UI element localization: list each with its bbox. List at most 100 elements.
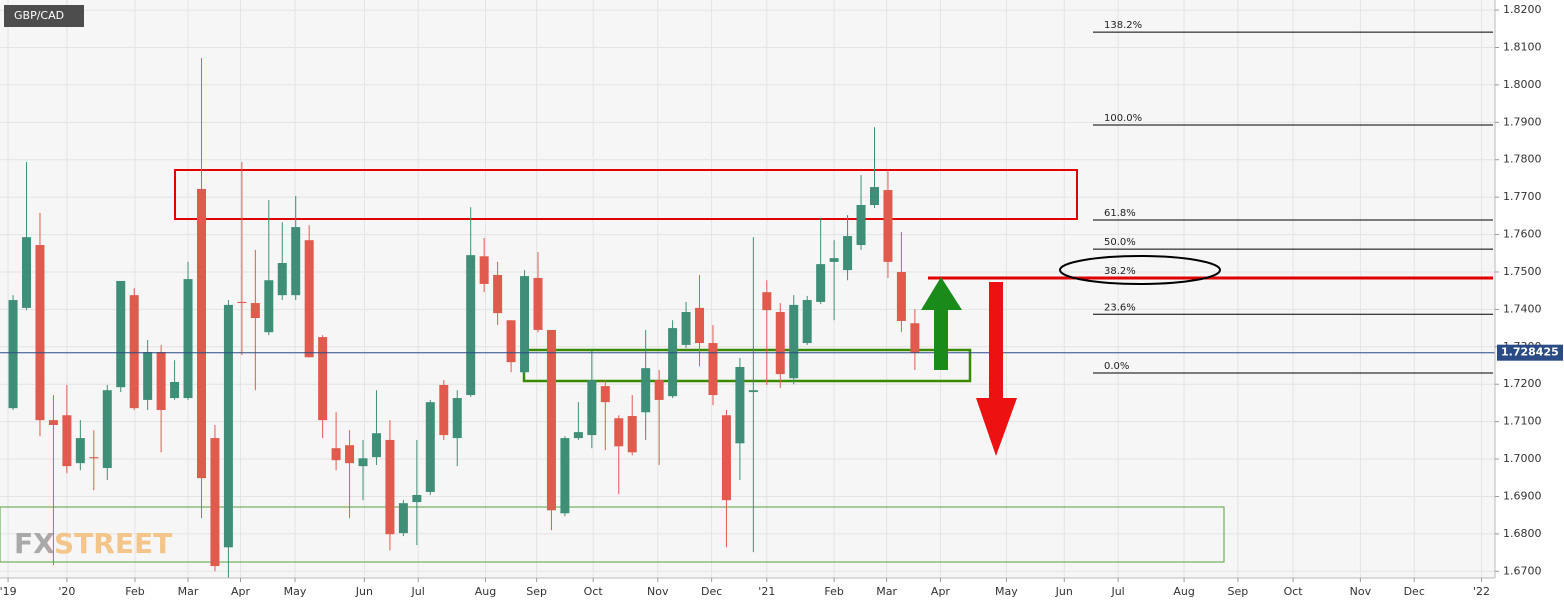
- candle-body: [398, 503, 408, 534]
- candle-body: [210, 438, 220, 567]
- candle-body: [412, 494, 422, 503]
- candle-body: [183, 279, 193, 399]
- watermark: FX STREET: [14, 527, 172, 560]
- candle-body: [816, 264, 826, 302]
- candle-body: [48, 420, 58, 425]
- candle-body: [35, 245, 45, 421]
- candle-body: [573, 432, 583, 439]
- candle-body: [708, 343, 718, 396]
- x-tick-label: Mar: [876, 585, 897, 598]
- candle-body: [762, 292, 772, 311]
- candle-body: [910, 323, 920, 353]
- x-tick-label: Apr: [231, 585, 251, 598]
- candle-body: [721, 415, 731, 501]
- last-price-box: [1497, 344, 1563, 361]
- candle-body: [681, 312, 691, 345]
- x-tick-label: Mar: [178, 585, 199, 598]
- candle-body: [331, 448, 341, 461]
- candle-body: [89, 457, 99, 459]
- candle-body: [8, 300, 18, 409]
- x-tick-label: Oct: [1284, 585, 1304, 598]
- y-tick-label: 1.7100: [1503, 415, 1542, 428]
- candle-body: [277, 262, 287, 296]
- candle-body: [116, 280, 126, 388]
- y-tick-label: 1.7400: [1503, 302, 1542, 315]
- x-tick-label: '21: [758, 585, 775, 598]
- fib-label: 0.0%: [1104, 361, 1129, 372]
- fib-label: 50.0%: [1104, 237, 1136, 248]
- candle-body: [62, 415, 72, 467]
- candle-body: [614, 418, 624, 447]
- x-tick-label: Jul: [1110, 585, 1124, 598]
- fib-label: 100.0%: [1104, 113, 1142, 124]
- x-tick-label: Dec: [701, 585, 722, 598]
- watermark-street: STREET: [54, 527, 172, 560]
- candle-body: [869, 187, 879, 206]
- axes: 1.67001.68001.69001.70001.71001.72001.73…: [0, 3, 1563, 598]
- y-tick-label: 1.7200: [1503, 377, 1542, 390]
- candle-body: [627, 416, 637, 453]
- candle-body: [75, 438, 85, 464]
- candle-body: [668, 328, 678, 397]
- up-arrow: [921, 277, 962, 370]
- grid: [0, 0, 1495, 578]
- x-tick-label: Feb: [125, 585, 144, 598]
- candle-body: [856, 205, 866, 246]
- x-tick-label: '20: [58, 585, 75, 598]
- lower-zone: [0, 506, 1225, 563]
- x-tick-label: Sep: [1228, 585, 1249, 598]
- candle-body: [843, 236, 853, 271]
- candle-body: [479, 256, 489, 284]
- candle-body: [789, 304, 799, 379]
- candle-body: [371, 433, 381, 458]
- candle-body: [237, 301, 247, 304]
- fib-label: 61.8%: [1104, 208, 1136, 219]
- y-tick-label: 1.7600: [1503, 228, 1542, 241]
- highlight-ellipse: [1059, 255, 1221, 285]
- y-tick-label: 1.6900: [1503, 489, 1542, 502]
- x-tick-label: May: [995, 585, 1018, 598]
- candle-body: [520, 276, 530, 373]
- candle-body: [291, 227, 301, 296]
- candle-body: [896, 271, 906, 321]
- candle-body: [196, 188, 206, 479]
- candle-body: [439, 384, 449, 436]
- y-tick-label: 1.6800: [1503, 527, 1542, 540]
- candle-body: [466, 255, 476, 396]
- y-tick-label: 1.7700: [1503, 190, 1542, 203]
- candle-body: [587, 380, 597, 436]
- candle-body: [546, 329, 556, 511]
- x-tick-label: Aug: [475, 585, 496, 598]
- x-tick-label: Jun: [1055, 585, 1073, 598]
- down-arrow: [976, 282, 1017, 456]
- y-tick-label: 1.7000: [1503, 452, 1542, 465]
- x-tick-label: Nov: [647, 585, 669, 598]
- candle-body: [385, 439, 395, 535]
- y-tick-label: 1.7800: [1503, 153, 1542, 166]
- x-tick-label: Sep: [526, 585, 547, 598]
- fib-label: 138.2%: [1104, 20, 1142, 31]
- candle-body: [506, 320, 516, 363]
- candle-body: [641, 368, 651, 413]
- x-tick-label: Jul: [411, 585, 425, 598]
- candle-body: [452, 398, 462, 439]
- candle-body: [493, 274, 503, 314]
- title-box: [4, 5, 84, 27]
- candle-body: [223, 304, 233, 548]
- x-tick-label: Nov: [1350, 585, 1372, 598]
- candle-body: [425, 402, 435, 492]
- resistance-zone: [174, 169, 1078, 220]
- x-tick-label: May: [284, 585, 307, 598]
- x-tick-label: Oct: [584, 585, 604, 598]
- x-tick-label: '22: [1473, 585, 1490, 598]
- x-tick-label: Jun: [355, 585, 373, 598]
- fib-label: 23.6%: [1104, 302, 1136, 313]
- y-tick-label: 1.6700: [1503, 564, 1542, 577]
- y-tick-label: 1.8100: [1503, 41, 1542, 54]
- candle-body: [318, 337, 328, 421]
- candle-body: [345, 445, 355, 464]
- candle-body: [802, 300, 812, 344]
- candle-body: [129, 295, 139, 409]
- candle-body: [560, 438, 570, 514]
